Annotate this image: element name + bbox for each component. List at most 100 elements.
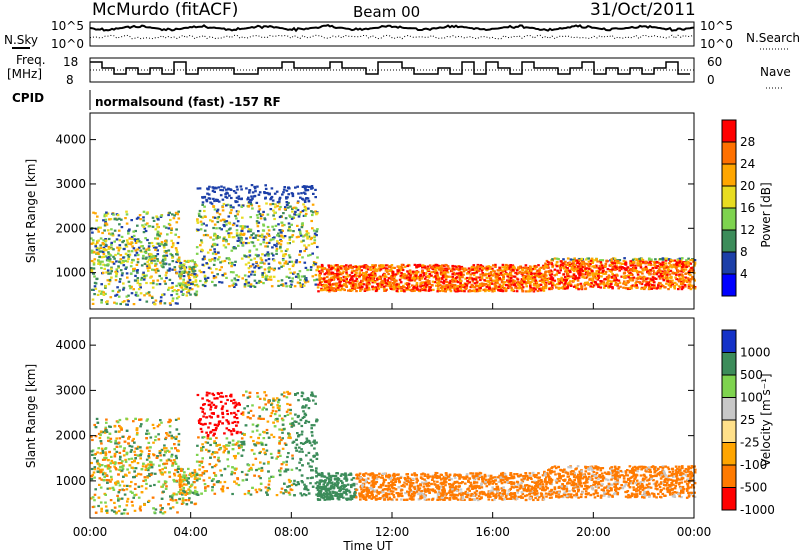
range-cell (304, 247, 308, 250)
range-cell (170, 286, 174, 289)
range-cell (457, 273, 461, 277)
range-cell (572, 262, 575, 265)
range-cell (392, 287, 396, 290)
range-cell (659, 263, 663, 266)
range-cell (95, 248, 99, 251)
range-cell (626, 280, 629, 283)
range-cell (427, 276, 431, 279)
range-cell (289, 229, 292, 232)
range-cell (257, 230, 260, 233)
range-cell (302, 203, 305, 206)
range-cell (587, 267, 591, 270)
range-cell (643, 276, 647, 279)
range-cell (235, 217, 238, 220)
range-cell (680, 259, 683, 262)
range-cell (296, 201, 300, 204)
range-cell (637, 270, 641, 273)
range-cell (139, 218, 142, 221)
range-cell (656, 270, 660, 273)
range-cell (640, 282, 644, 286)
range-cell (352, 265, 355, 268)
range-cell (396, 272, 400, 275)
range-cell (120, 261, 124, 264)
range-cell (398, 266, 402, 269)
range-cell (667, 258, 671, 261)
range-cell (252, 236, 255, 239)
range-cell (257, 193, 261, 196)
range-cell (176, 213, 180, 216)
range-cell (428, 280, 431, 283)
range-cell (229, 188, 232, 191)
range-cell (295, 259, 298, 262)
range-cell (176, 241, 180, 245)
range-cell (132, 234, 136, 237)
range-cell (171, 268, 174, 271)
range-cell (231, 223, 235, 227)
range-cell (613, 277, 616, 280)
range-cell (471, 280, 475, 283)
range-cell (442, 275, 445, 279)
range-cell (613, 257, 617, 260)
range-cell (277, 284, 280, 287)
range-cell (591, 269, 594, 272)
range-cell (383, 275, 386, 278)
range-cell (249, 216, 252, 219)
range-cell (407, 285, 411, 288)
range-cell (371, 288, 375, 291)
range-cell (307, 254, 310, 257)
range-cell (497, 273, 501, 276)
range-cell (189, 293, 192, 296)
range-cell (687, 265, 690, 268)
range-cell (571, 275, 575, 278)
range-cell (309, 268, 313, 271)
range-cell (104, 244, 108, 248)
range-cell (365, 265, 368, 268)
range-cell (230, 249, 234, 252)
range-cell (268, 192, 271, 195)
range-cell (209, 267, 212, 270)
range-cell (667, 265, 670, 269)
range-cell (675, 265, 678, 268)
range-cell (291, 234, 295, 237)
range-cell (271, 202, 275, 206)
range-cell (642, 260, 645, 263)
range-cell (380, 285, 383, 289)
range-cell (170, 227, 173, 230)
range-cell (122, 282, 125, 285)
range-cell (221, 206, 225, 209)
range-cell (600, 264, 604, 267)
range-cell (301, 198, 305, 201)
range-cell (118, 217, 121, 220)
range-cell (178, 284, 182, 287)
range-cell (342, 275, 346, 278)
range-cell (298, 261, 302, 264)
range-cell (140, 264, 144, 267)
range-cell (250, 195, 253, 198)
range-cell (656, 265, 659, 268)
range-cell (268, 276, 272, 279)
range-cell (99, 292, 103, 295)
range-cell (139, 286, 142, 289)
range-cell (624, 275, 627, 278)
range-cell (571, 260, 575, 263)
range-cell (597, 285, 600, 288)
range-cell (171, 256, 174, 259)
range-cell (624, 287, 628, 290)
range-cell (509, 264, 512, 267)
range-cell (212, 238, 215, 241)
range-cell (205, 262, 208, 265)
range-cell (136, 281, 140, 285)
range-cell (574, 275, 577, 278)
range-cell (462, 273, 465, 276)
range-cell (626, 287, 630, 290)
range-cell (275, 190, 279, 193)
range-cell (183, 266, 186, 269)
range-cell (265, 202, 268, 205)
range-cell (193, 261, 197, 264)
range-cell (623, 257, 626, 260)
range-cell (260, 258, 264, 262)
colorbar-tick-label: 4 (740, 267, 748, 281)
range-cell (254, 236, 257, 239)
range-cell (102, 219, 105, 222)
